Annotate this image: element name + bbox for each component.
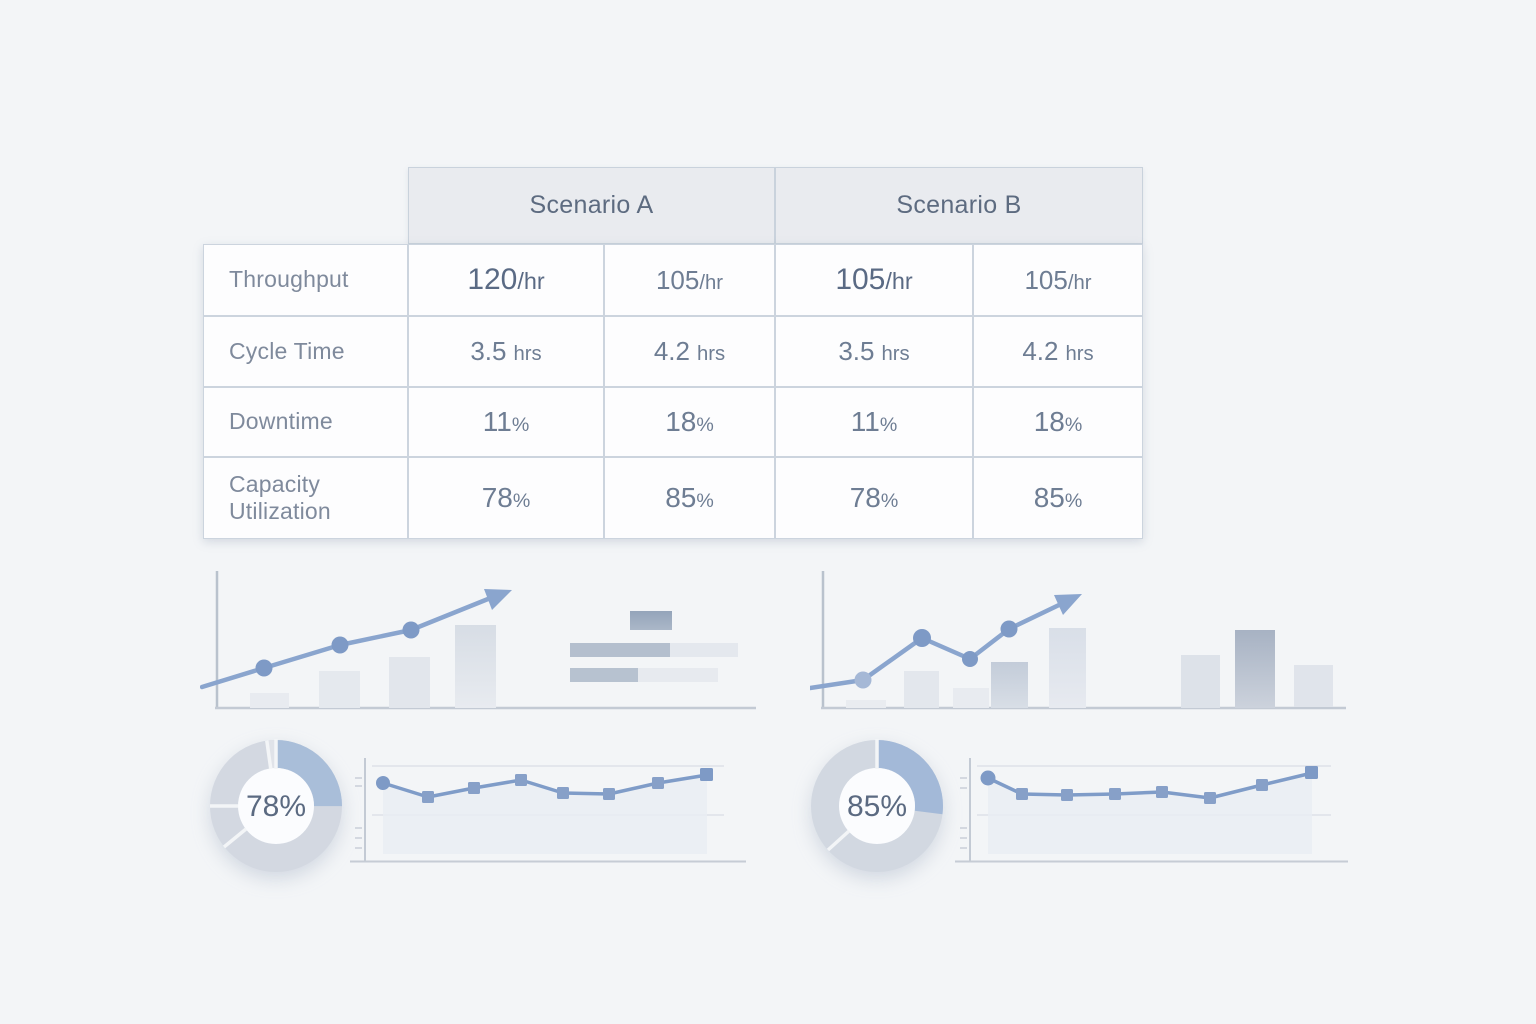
comparison-table: Throughput 120/hr 105/hr 105/hr 105/hr C… <box>203 244 1143 539</box>
table-header-scenario-b: Scenario B <box>775 167 1143 244</box>
line-marker <box>402 621 420 639</box>
line-markers <box>980 766 1318 804</box>
table-cell: 18% <box>604 387 775 457</box>
donut-percentage-label: 85% <box>847 790 907 823</box>
table-cell: 85% <box>973 457 1143 539</box>
metric-label-cycle-time: Cycle Time <box>203 316 408 387</box>
table-cell: 78% <box>408 457 604 539</box>
sparkline-line <box>382 773 708 799</box>
table-cell: 85% <box>604 457 775 539</box>
table-cell: 105/hr <box>775 244 973 316</box>
donut-chart-scenario-a: 78% <box>210 739 342 872</box>
table-header: Scenario A Scenario B <box>408 167 1143 244</box>
donut-hole <box>839 768 915 844</box>
sparkline-scenario-b <box>955 758 1348 863</box>
arrow-up-icon <box>1054 594 1082 615</box>
donut-hole <box>238 768 314 844</box>
line-marker <box>331 636 349 654</box>
arrow-up-icon <box>484 589 512 610</box>
table-cell: 120/hr <box>408 244 604 316</box>
segment-gaps <box>210 739 278 849</box>
line-markers <box>376 768 713 803</box>
sparkline-scenario-a <box>350 758 746 863</box>
table-cell: 11% <box>775 387 973 457</box>
table-cell: 4.2 hrs <box>604 316 775 387</box>
metric-label-downtime: Downtime <box>203 387 408 457</box>
area-fill <box>383 775 707 854</box>
trend-line <box>810 594 1082 691</box>
donut-chart-scenario-b: 85% <box>811 739 943 872</box>
line-marker <box>913 629 931 647</box>
trend-chart-scenario-a <box>200 571 756 710</box>
segment-gaps <box>826 739 879 852</box>
table-cell: 105/hr <box>973 244 1143 316</box>
trend-line <box>200 589 512 690</box>
axis-ticks <box>960 777 967 849</box>
table-cell: 3.5 hrs <box>775 316 973 387</box>
axes <box>350 758 746 863</box>
table-cell: 105/hr <box>604 244 775 316</box>
bar-series <box>250 625 496 708</box>
axis-ticks <box>355 777 362 849</box>
sparkline-line <box>987 771 1313 800</box>
line-marker <box>962 651 978 667</box>
horizontal-bars <box>570 611 738 682</box>
line-marker <box>854 671 872 689</box>
line-marker <box>255 659 273 677</box>
metric-label-capacity-utilization: Capacity Utilization <box>203 457 408 539</box>
table-cell: 78% <box>775 457 973 539</box>
table-cell: 18% <box>973 387 1143 457</box>
metric-label-throughput: Throughput <box>203 244 408 316</box>
table-cell: 4.2 hrs <box>973 316 1143 387</box>
table-header-scenario-a: Scenario A <box>408 167 775 244</box>
trend-chart-scenario-b <box>810 571 1346 710</box>
bar-series <box>846 628 1333 708</box>
line-marker <box>1000 620 1018 638</box>
axes <box>955 758 1348 863</box>
table-cell: 11% <box>408 387 604 457</box>
donut-percentage-label: 78% <box>246 790 306 823</box>
table-cell: 3.5 hrs <box>408 316 604 387</box>
